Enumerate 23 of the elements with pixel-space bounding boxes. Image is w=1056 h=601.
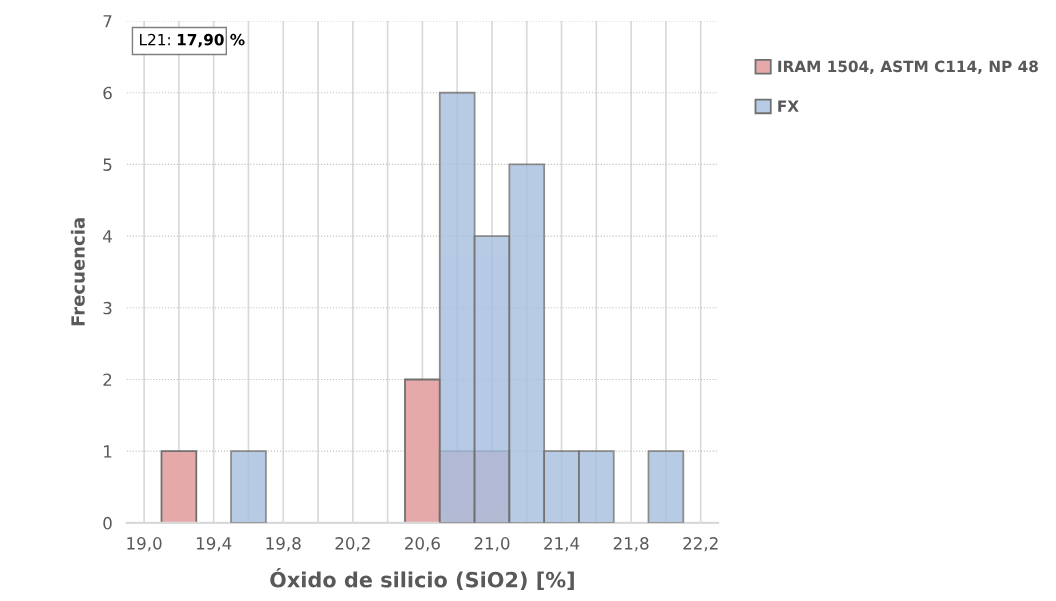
annotation: 17,90 %: [177, 33, 245, 48]
x-tick-label: 21,4: [544, 537, 580, 552]
annotation: L21:: [140, 33, 170, 46]
y-tick-label: 7: [103, 15, 112, 28]
x-tick-label: 22,2: [683, 537, 718, 552]
y-tick-label: 1: [104, 445, 112, 458]
y-tick-label: 0: [103, 516, 112, 530]
y-tick-label: 6: [103, 86, 112, 100]
x-tick-label: 19,0: [127, 537, 162, 552]
y-axis-title: Frecuencia: [70, 218, 85, 326]
legend-label: IRAM 1504, ASTM C114, NP 48: [778, 60, 1038, 75]
x-axis-title: Óxido de silicio (SiO2) [%]: [270, 567, 574, 590]
x-tick-label: 21,8: [613, 537, 649, 552]
x-tick-label: 19,8: [266, 537, 301, 552]
y-tick-label: 3: [103, 301, 112, 315]
x-tick-label: 20,2: [335, 537, 370, 552]
x-tick-label: 20,6: [405, 537, 440, 552]
y-tick-label: 4: [103, 230, 112, 243]
y-tick-label: 2: [103, 373, 112, 386]
y-tick-label: 5: [103, 158, 112, 171]
x-tick-label: 21,0: [474, 537, 510, 552]
legend-label: FX: [778, 100, 799, 112]
x-tick-label: 19,4: [196, 537, 232, 552]
